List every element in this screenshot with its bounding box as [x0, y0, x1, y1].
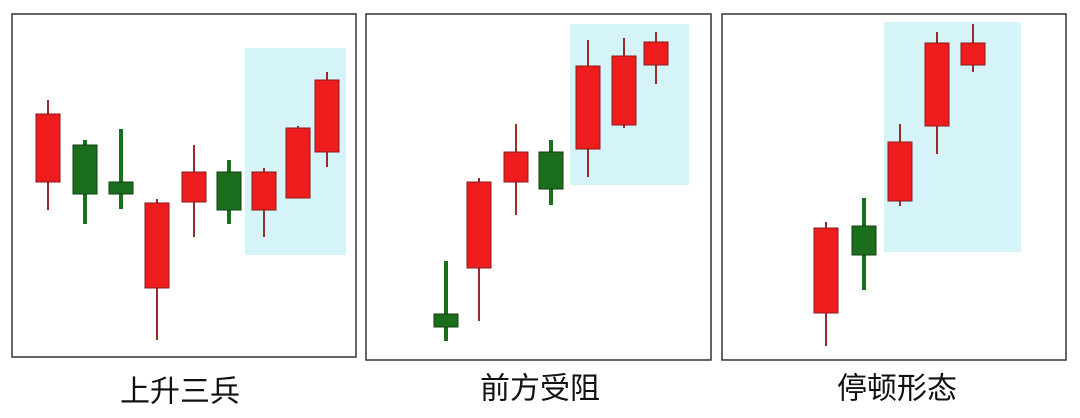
- caption: 上升三兵: [120, 375, 240, 410]
- candle-body: [433, 313, 459, 328]
- candle-body: [813, 227, 839, 314]
- candle-body: [503, 151, 529, 183]
- candle-body: [575, 65, 601, 150]
- candles: [35, 24, 986, 346]
- candle-body: [251, 171, 277, 211]
- candle-body: [108, 181, 134, 195]
- candle-body: [285, 127, 311, 199]
- candle-body: [314, 79, 340, 153]
- candle-body: [466, 181, 492, 269]
- candle-body: [216, 171, 242, 211]
- candle-body: [924, 42, 950, 127]
- candle-body: [181, 171, 207, 203]
- candle-body: [35, 113, 61, 183]
- candle-body: [144, 202, 170, 289]
- candle-body: [611, 55, 637, 126]
- candle-body: [538, 151, 564, 190]
- candle-body: [887, 141, 913, 202]
- candle-body: [72, 144, 98, 195]
- caption: 停顿形态: [837, 372, 957, 407]
- caption: 前方受阻: [480, 372, 600, 407]
- candle-body: [851, 225, 877, 256]
- candle-body: [960, 42, 986, 66]
- highlight-zone: [884, 22, 1021, 252]
- candle-body: [643, 41, 669, 66]
